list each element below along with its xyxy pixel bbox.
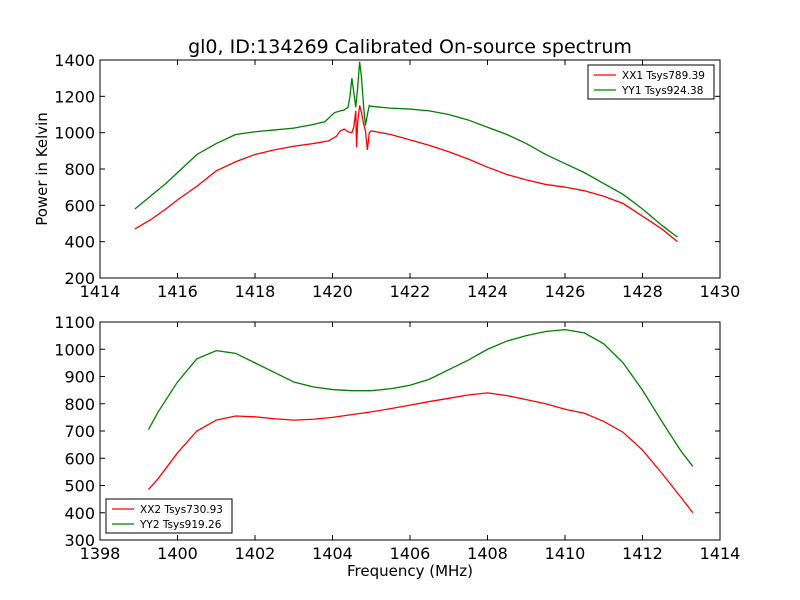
top-x-tick-label: 1430 <box>700 282 741 301</box>
top-y-tick-label: 600 <box>64 196 95 215</box>
top-series-line-2 <box>134 61 678 238</box>
bottom-x-tick-label: 1414 <box>700 544 741 563</box>
bottom-series-line-1 <box>147 392 694 514</box>
x-axis-label: Frequency (MHz) <box>347 562 473 580</box>
bottom-x-tick-label: 1412 <box>622 544 663 563</box>
top-x-tick-label: 1428 <box>622 282 663 301</box>
y-axis-label: Power in Kelvin <box>33 112 51 226</box>
bottom-legend: XX2 Tsys730.93 YY2 Tsys919.26 <box>105 498 233 534</box>
top-x-tick-label: 1420 <box>312 282 353 301</box>
bottom-y-tick-label: 300 <box>64 531 95 550</box>
top-legend-box <box>587 64 715 100</box>
bottom-y-tick-label: 1100 <box>54 313 95 332</box>
top-x-tick-label: 1414 <box>80 282 121 301</box>
bottom-y-tick-label: 800 <box>64 395 95 414</box>
top-series-line-1 <box>134 105 678 243</box>
bottom-x-tick-label: 1408 <box>467 544 508 563</box>
top-y-tick-label: 1400 <box>54 51 95 70</box>
bottom-y-tick-label: 900 <box>64 368 95 387</box>
bottom-legend-label-2: YY2 Tsys919.26 <box>139 519 222 531</box>
top-x-tick-label: 1418 <box>235 282 276 301</box>
top-plot-panel: 1414 1416 1418 1420 1422 1424 1426 1428 1430 200 4… <box>54 51 740 301</box>
bottom-y-tick-label: 600 <box>64 449 95 468</box>
top-y-tick-label: 1200 <box>54 87 95 106</box>
top-y-tick-label: 200 <box>64 269 95 288</box>
top-y-tick-label: 400 <box>64 233 95 252</box>
bottom-x-tick-label: 1406 <box>390 544 431 563</box>
top-legend: XX1 Tsys789.39 YY1 Tsys924.38 <box>587 64 715 100</box>
bottom-x-tick-label: 1404 <box>312 544 353 563</box>
bottom-series-line-2 <box>147 328 694 467</box>
bottom-x-tick-label: 1402 <box>235 544 276 563</box>
bottom-y-tick-label: 400 <box>64 504 95 523</box>
bottom-legend-label-1: XX2 Tsys730.93 <box>140 504 223 516</box>
chart-title: gl0, ID:134269 Calibrated On-source spec… <box>188 36 632 58</box>
top-legend-label-2: YY1 Tsys924.38 <box>621 85 703 97</box>
bottom-x-tick-label: 1400 <box>157 544 198 563</box>
bottom-x-tick-label: 1398 <box>80 544 121 563</box>
top-legend-label-1: XX1 Tsys789.39 <box>622 70 705 82</box>
bottom-y-tick-label: 700 <box>64 422 95 441</box>
bottom-y-tick-label: 1000 <box>54 340 95 359</box>
top-y-tick-label: 1000 <box>54 124 95 143</box>
bottom-y-tick-label: 500 <box>64 477 95 496</box>
bottom-legend-box <box>105 498 233 534</box>
top-x-tick-label: 1422 <box>390 282 431 301</box>
top-x-tick-label: 1416 <box>157 282 198 301</box>
top-y-tick-label: 800 <box>64 160 95 179</box>
top-x-tick-label: 1426 <box>545 282 586 301</box>
top-x-tick-label: 1424 <box>467 282 508 301</box>
bottom-x-tick-label: 1410 <box>545 544 586 563</box>
bottom-plot-panel: 1398 1400 1402 1404 1406 1408 1410 1412 1414 300 4… <box>54 313 740 563</box>
